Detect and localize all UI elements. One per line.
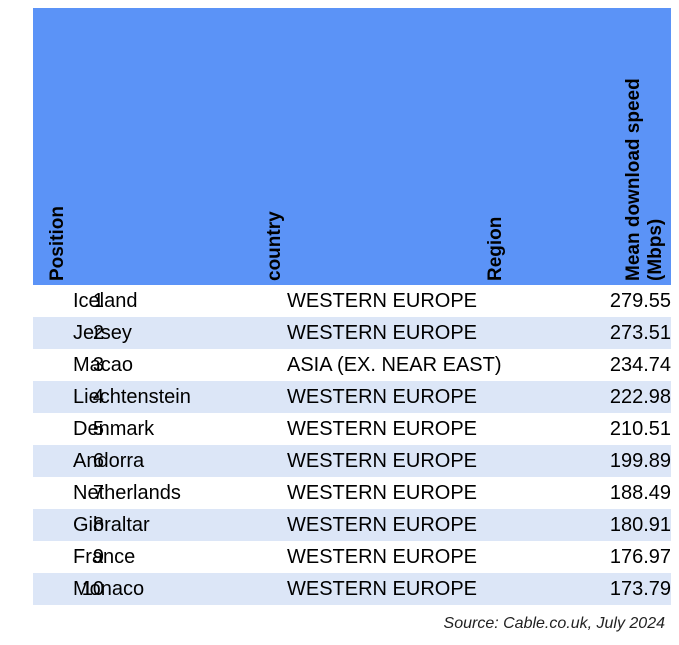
source-note: Source: Cable.co.uk, July 2024 bbox=[443, 615, 665, 632]
cell-position: 1 bbox=[92, 290, 104, 312]
cell-position: 8 bbox=[92, 514, 104, 536]
cell-region: WESTERN EUROPE bbox=[287, 322, 478, 344]
table-row: 3 Macao ASIA (EX. NEAR EAST) 234.74 bbox=[33, 349, 671, 381]
cell-country: Monaco bbox=[73, 578, 145, 600]
table-header: Position country Region Mean download sp… bbox=[33, 8, 671, 285]
cell-speed: 199.89 bbox=[609, 450, 671, 472]
header-country-label: country bbox=[264, 211, 285, 281]
table-row: 6 Andorra WESTERN EUROPE 199.89 bbox=[33, 445, 671, 477]
cell-speed: 234.74 bbox=[609, 354, 671, 376]
cell-position: 6 bbox=[92, 450, 104, 472]
table-row: 8 Gibraltar WESTERN EUROPE 180.91 bbox=[33, 509, 671, 541]
cell-position: 9 bbox=[92, 546, 104, 568]
cell-speed: 210.51 bbox=[609, 418, 671, 440]
cell-country: Netherlands bbox=[73, 482, 181, 504]
cell-country: Gibraltar bbox=[73, 514, 150, 536]
table-row: 1 Iceland WESTERN EUROPE 279.55 bbox=[33, 285, 671, 317]
cell-speed: 180.91 bbox=[609, 514, 671, 536]
cell-position: 4 bbox=[92, 386, 104, 408]
cell-region: WESTERN EUROPE bbox=[287, 514, 478, 536]
cell-speed: 273.51 bbox=[609, 322, 671, 344]
table-body: 1 Iceland WESTERN EUROPE 279.55 2 Jersey WESTE… bbox=[33, 285, 671, 605]
cell-country: Andorra bbox=[73, 450, 145, 472]
speed-table: Position country Region Mean download sp… bbox=[33, 8, 671, 605]
cell-country: Denmark bbox=[73, 418, 155, 440]
table-row: 9 France WESTERN EUROPE 176.97 bbox=[33, 541, 671, 573]
cell-position: 2 bbox=[92, 322, 104, 344]
cell-region: WESTERN EUROPE bbox=[287, 450, 478, 472]
cell-position: 7 bbox=[92, 482, 104, 504]
cell-position: 3 bbox=[92, 354, 104, 376]
cell-region: WESTERN EUROPE bbox=[287, 290, 478, 312]
cell-speed: 188.49 bbox=[609, 482, 671, 504]
cell-region: ASIA (EX. NEAR EAST) bbox=[287, 354, 502, 376]
cell-region: WESTERN EUROPE bbox=[287, 578, 478, 600]
header-speed-line2: (Mbps) bbox=[645, 218, 666, 281]
table-row: 4 Liechtenstein WESTERN EUROPE 222.98 bbox=[33, 381, 671, 413]
cell-country: Macao bbox=[73, 354, 134, 376]
table-row: 7 Netherlands WESTERN EUROPE 188.49 bbox=[33, 477, 671, 509]
cell-region: WESTERN EUROPE bbox=[287, 386, 478, 408]
cell-region: WESTERN EUROPE bbox=[287, 546, 478, 568]
cell-speed: 176.97 bbox=[609, 546, 671, 568]
cell-position: 5 bbox=[92, 418, 104, 440]
table-row: 10 Monaco WESTERN EUROPE 173.79 bbox=[33, 573, 671, 605]
cell-country: Jersey bbox=[73, 322, 132, 344]
header-speed-line1: Mean download speed bbox=[623, 78, 644, 281]
cell-position: 10 bbox=[81, 578, 104, 600]
cell-country: France bbox=[73, 546, 136, 568]
cell-region: WESTERN EUROPE bbox=[287, 482, 478, 504]
cell-speed: 222.98 bbox=[609, 386, 671, 408]
cell-country: Iceland bbox=[73, 290, 138, 312]
table-row: 2 Jersey WESTERN EUROPE 273.51 bbox=[33, 317, 671, 349]
cell-country: Liechtenstein bbox=[73, 386, 191, 408]
table-row: 5 Denmark WESTERN EUROPE 210.51 bbox=[33, 413, 671, 445]
header-region-label: Region bbox=[485, 216, 506, 281]
cell-speed: 173.79 bbox=[609, 578, 671, 600]
header-position-label: Position bbox=[47, 206, 68, 281]
cell-speed: 279.55 bbox=[609, 290, 671, 312]
cell-region: WESTERN EUROPE bbox=[287, 418, 478, 440]
